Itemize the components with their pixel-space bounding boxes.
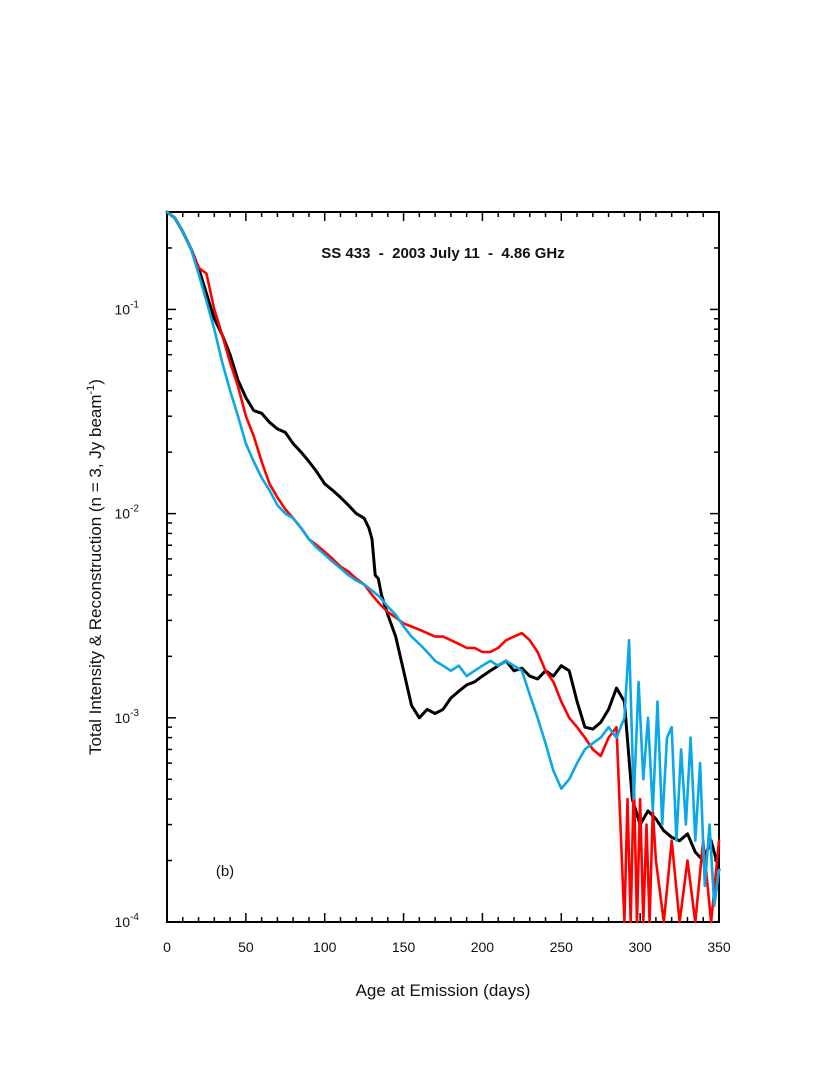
x-tick-label: 250 [550, 939, 574, 955]
y-axis-title-superscript: -1 [85, 385, 97, 395]
series-line-reconstruction-red [165, 210, 721, 924]
y-tick-label-exponent: -2 [130, 504, 139, 515]
y-tick-label: 10-2 [115, 504, 140, 522]
x-tick-label: 350 [707, 939, 731, 955]
x-tick-label: 300 [628, 939, 652, 955]
x-axis-title: Age at Emission (days) [356, 981, 531, 1000]
panel-label: (b) [216, 863, 234, 880]
y-tick-label: 10-3 [115, 708, 140, 726]
y-tick-label-exponent: -1 [130, 299, 139, 310]
y-tick-label: 10-4 [115, 912, 140, 930]
y-axis-title: Total Intensity & Reconstruction (n = 3,… [85, 379, 105, 755]
y-tick-label-exponent: -3 [130, 708, 139, 719]
x-tick-label: 200 [471, 939, 495, 955]
y-tick-label-base: 10 [115, 301, 131, 317]
x-tick-label: 100 [313, 939, 337, 955]
y-tick-label: 10-1 [115, 299, 140, 317]
y-axis-title-main: Total Intensity & Reconstruction (n = 3,… [86, 394, 105, 754]
y-axis-title-suffix: ) [86, 379, 105, 385]
y-tick-label-base: 10 [115, 710, 131, 726]
y-tick-label-base: 10 [115, 914, 131, 930]
y-tick-label-base: 10 [115, 506, 131, 522]
x-tick-label: 50 [238, 939, 254, 955]
plot-frame [166, 211, 720, 923]
series-line-total-intensity [165, 210, 721, 872]
y-tick-label-exponent: -4 [130, 912, 139, 923]
data-series [165, 210, 721, 924]
x-tick-label: 150 [392, 939, 416, 955]
series-line-reconstruction-blue [165, 210, 721, 908]
chart-title: SS 433 - 2003 July 11 - 4.86 GHz [321, 245, 564, 262]
x-tick-label: 0 [163, 939, 171, 955]
